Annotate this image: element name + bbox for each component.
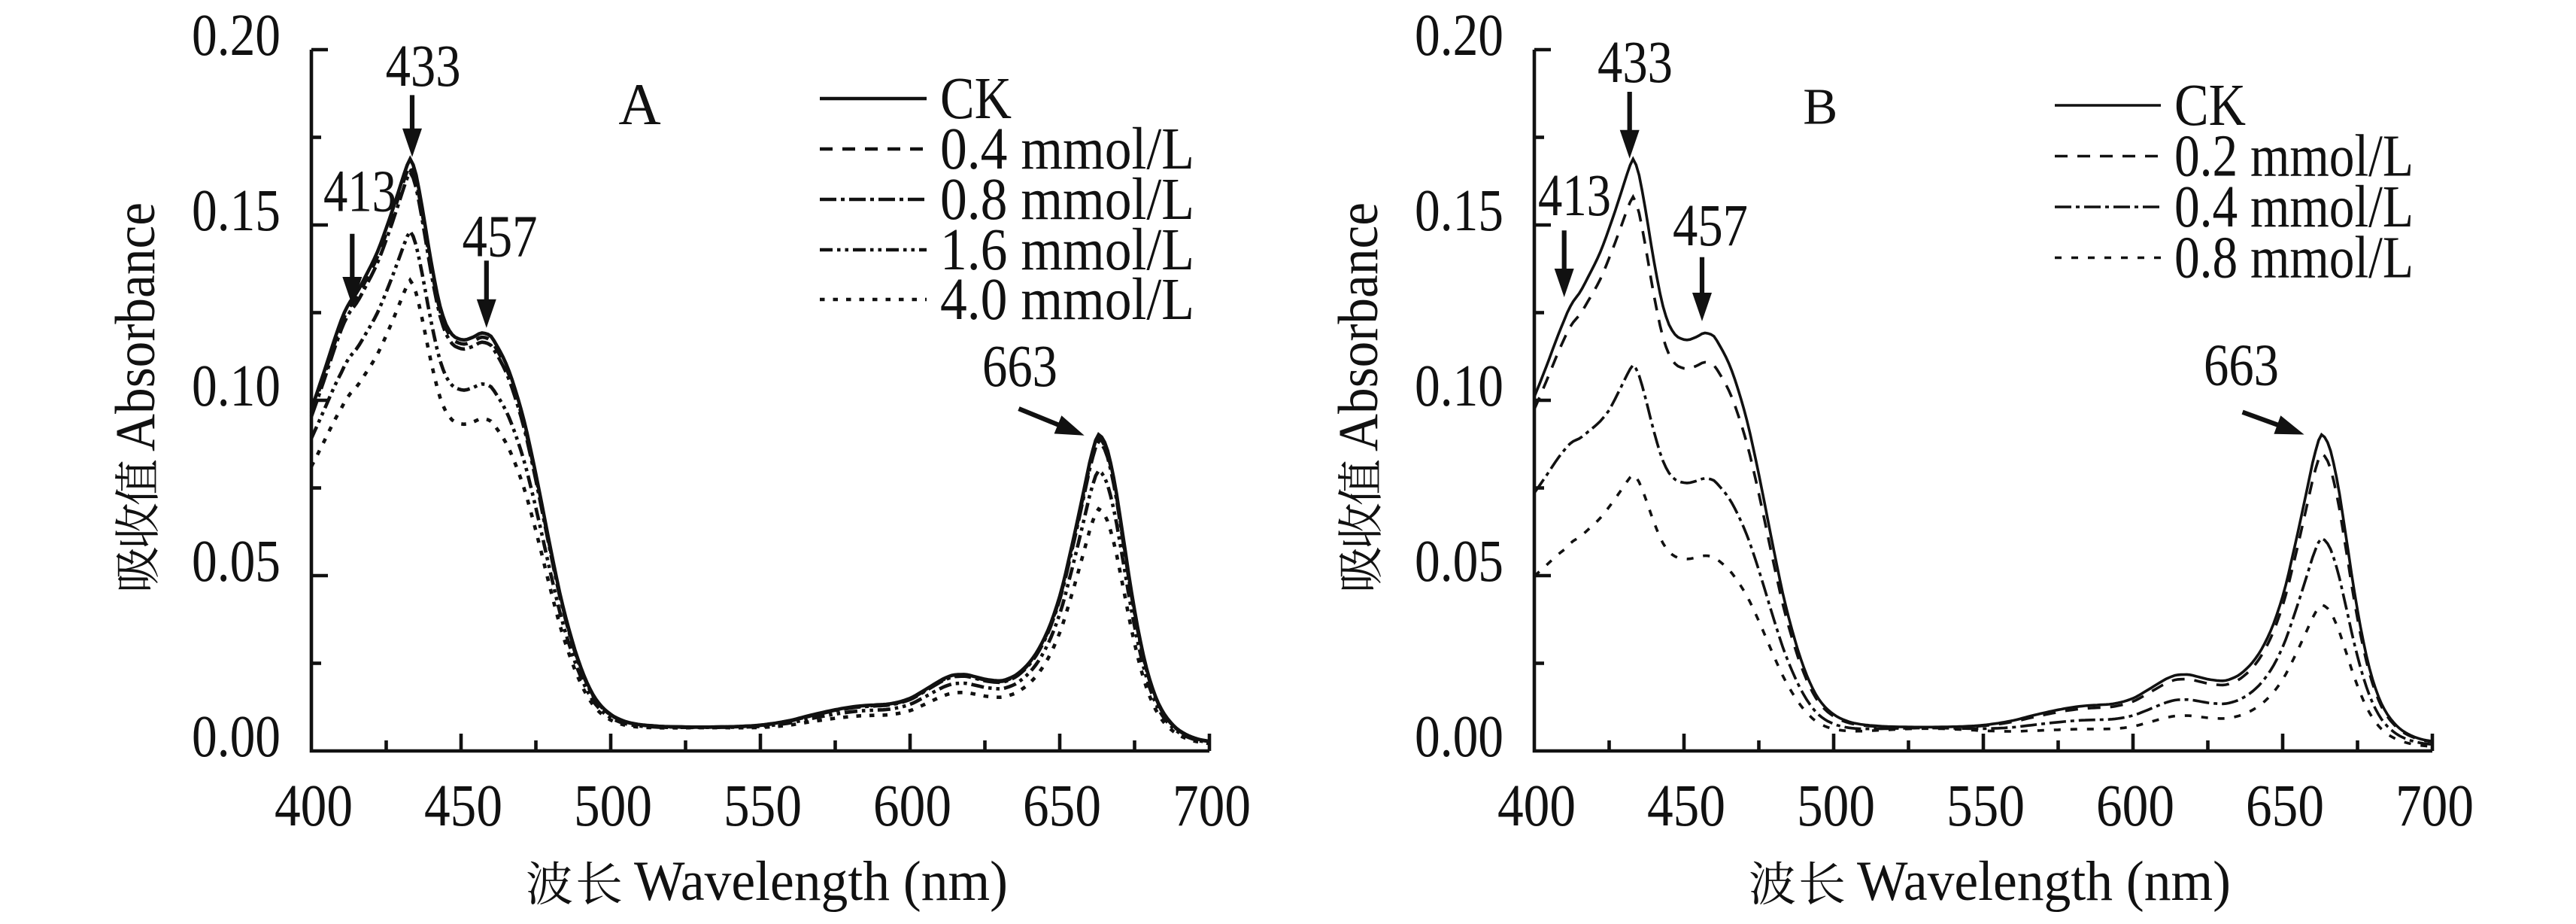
svg-text:0.10: 0.10: [1415, 354, 1503, 419]
svg-text:663: 663: [982, 334, 1057, 400]
svg-text:0.00: 0.00: [192, 704, 281, 770]
svg-text:0.8 mmol/L: 0.8 mmol/L: [940, 167, 1194, 233]
svg-text:0.4 mmol/L: 0.4 mmol/L: [940, 117, 1194, 182]
svg-text:0.15: 0.15: [1415, 178, 1503, 244]
svg-text:550: 550: [1946, 774, 2025, 839]
svg-text:CK: CK: [940, 66, 1012, 132]
svg-text:B: B: [1803, 78, 1837, 135]
svg-text:413: 413: [323, 160, 396, 225]
svg-text:457: 457: [463, 204, 538, 269]
svg-text:CK: CK: [2174, 73, 2246, 138]
svg-text:450: 450: [424, 774, 502, 839]
svg-text:400: 400: [1497, 774, 1576, 839]
svg-text:Wavelength (nm): Wavelength (nm): [634, 850, 1008, 913]
svg-text:0.10: 0.10: [192, 354, 281, 419]
svg-text:500: 500: [574, 774, 652, 839]
svg-text:0.20: 0.20: [1415, 3, 1503, 68]
svg-text:500: 500: [1797, 774, 1875, 839]
svg-text:Absorbance: Absorbance: [105, 202, 167, 451]
svg-text:600: 600: [2096, 774, 2174, 839]
svg-text:450: 450: [1647, 774, 1725, 839]
svg-text:457: 457: [1673, 193, 1748, 259]
svg-text:400: 400: [275, 774, 353, 839]
svg-text:1.6 mmol/L: 1.6 mmol/L: [940, 217, 1194, 283]
svg-text:650: 650: [2246, 774, 2324, 839]
svg-text:0.15: 0.15: [192, 178, 281, 244]
svg-text:Wavelength (nm): Wavelength (nm): [1857, 850, 2231, 913]
svg-text:0.05: 0.05: [192, 529, 281, 594]
svg-text:0.2 mmol/L: 0.2 mmol/L: [2174, 124, 2414, 190]
svg-text:700: 700: [1173, 774, 1251, 839]
svg-text:Absorbance: Absorbance: [1327, 202, 1390, 451]
svg-text:650: 650: [1023, 774, 1101, 839]
svg-text:A: A: [618, 71, 660, 137]
svg-text:600: 600: [873, 774, 951, 839]
svg-text:0.8 mmol/L: 0.8 mmol/L: [2174, 226, 2414, 291]
svg-text:433: 433: [386, 34, 461, 99]
svg-text:663: 663: [2204, 333, 2279, 399]
svg-text:700: 700: [2395, 774, 2474, 839]
svg-text:0.00: 0.00: [1415, 704, 1503, 770]
svg-text:413: 413: [1538, 163, 1611, 229]
svg-text:0.4 mmol/L: 0.4 mmol/L: [2174, 175, 2414, 240]
svg-text:0.20: 0.20: [192, 3, 281, 68]
svg-text:433: 433: [1597, 30, 1673, 96]
svg-text:0.05: 0.05: [1415, 529, 1503, 594]
svg-text:4.0 mmol/L: 4.0 mmol/L: [940, 267, 1194, 333]
svg-text:550: 550: [724, 774, 802, 839]
